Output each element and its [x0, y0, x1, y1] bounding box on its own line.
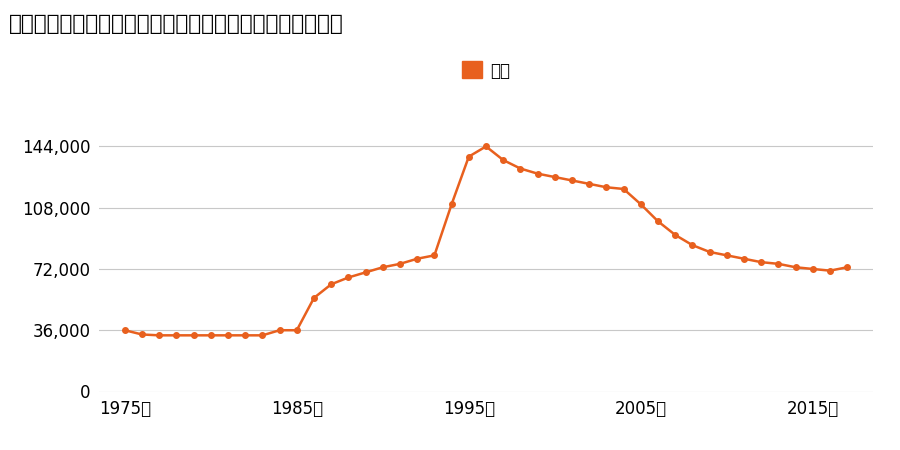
Legend: 価格: 価格	[455, 55, 517, 86]
Text: 群馬県高崎市上中居町字辻薬師１６３７番１１の地価推移: 群馬県高崎市上中居町字辻薬師１６３７番１１の地価推移	[9, 14, 344, 33]
